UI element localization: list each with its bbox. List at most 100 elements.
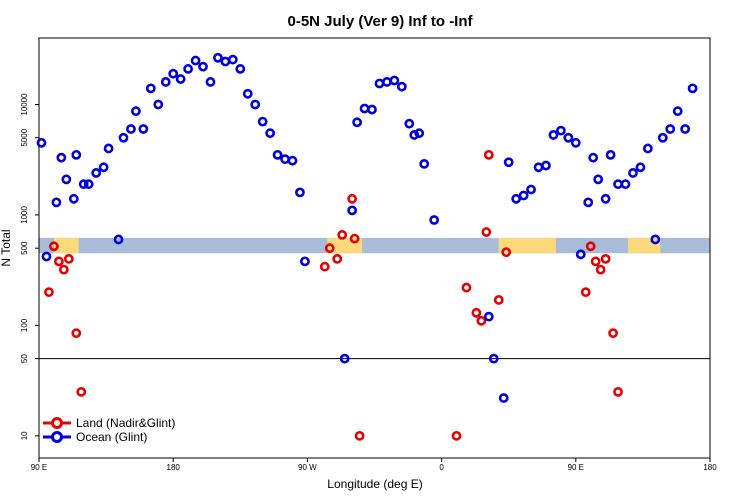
land-point [608, 328, 618, 339]
y-tick-label: 500 [20, 241, 29, 255]
ocean-point [628, 168, 638, 178]
y-tick-label: 5000 [20, 128, 29, 146]
x-tick-label: 90 W [298, 463, 317, 472]
ocean-point [160, 77, 171, 87]
land-point [585, 241, 596, 252]
land-point [337, 229, 348, 240]
ocean-point [339, 353, 350, 364]
ocean-point [295, 187, 305, 198]
ocean-point [183, 64, 194, 74]
legend-label-land: Land (Nadir&Glint) [76, 416, 175, 430]
ocean-point [98, 162, 109, 173]
ocean-point [36, 137, 47, 148]
ocean-point [257, 116, 268, 127]
y-tick-label: 100 [20, 318, 29, 332]
ocean-point [242, 88, 253, 99]
ocean-point [190, 55, 201, 66]
land-point [613, 386, 623, 397]
ocean-point [389, 75, 400, 86]
ocean-point [153, 99, 164, 110]
ocean-point [555, 125, 566, 136]
y-tick-label: 50 [20, 354, 29, 363]
ocean-point [570, 137, 581, 148]
land-point [481, 227, 492, 237]
land-point [471, 307, 482, 318]
ocean-point [51, 197, 62, 208]
ocean-point [575, 249, 586, 260]
ocean-point [533, 162, 544, 173]
ocean-point [272, 149, 283, 160]
ocean-point [414, 128, 425, 139]
data-points [36, 52, 698, 441]
ocean-point [600, 193, 611, 204]
legend-marker-land [51, 417, 63, 429]
ocean-point [665, 124, 676, 134]
ocean-point [382, 77, 392, 87]
land-point [332, 253, 343, 264]
land-point [76, 386, 87, 397]
y-axis-label: N Total [0, 229, 13, 266]
ocean-point [409, 130, 420, 140]
ocean-point [620, 179, 631, 190]
land-point [501, 247, 512, 258]
ocean-point [113, 234, 124, 245]
land-point [354, 430, 365, 441]
y-tick-label: 10 [20, 431, 29, 440]
ocean-point [352, 117, 363, 128]
x-tick-label: 180 [167, 463, 181, 472]
ocean-point [227, 54, 238, 65]
y-tick-label: 10000 [20, 93, 29, 116]
ocean-point [83, 179, 94, 190]
ocean-point [498, 393, 509, 403]
land-point [451, 430, 462, 441]
x-tick-label: 180 [703, 463, 717, 472]
land-segment [627, 237, 661, 254]
ocean-point [235, 64, 246, 74]
land-point [324, 243, 335, 254]
ocean-point [657, 132, 668, 143]
ocean-point [126, 124, 136, 134]
ocean-point [347, 205, 358, 216]
ocean-point [650, 234, 661, 245]
ocean-point [287, 155, 298, 166]
ocean-point [71, 149, 82, 160]
ocean-point [41, 251, 52, 262]
ocean-point [374, 78, 385, 89]
ocean-point [588, 152, 599, 163]
series-land [44, 149, 623, 441]
land-point [349, 233, 360, 244]
series-ocean [36, 52, 698, 403]
land-point [53, 256, 64, 267]
ocean-point [613, 179, 623, 190]
land-point [44, 287, 54, 298]
land-point [493, 295, 504, 305]
ocean-point [145, 83, 156, 94]
land-point [49, 241, 59, 252]
ocean-point [563, 132, 574, 143]
ocean-point [68, 193, 79, 204]
ocean-point [61, 174, 72, 185]
land-point [595, 264, 606, 275]
x-tick-label: 90 E [31, 463, 47, 472]
ocean-point [138, 124, 149, 134]
legend-label-ocean: Ocean (Glint) [76, 430, 147, 444]
ocean-point [503, 157, 514, 168]
ocean-point [367, 104, 377, 115]
land-point [590, 256, 601, 267]
x-tick-label: 90 E [568, 463, 584, 472]
ocean-point [359, 103, 370, 114]
ocean-point [103, 143, 114, 154]
legend-item-land: Land (Nadir&Glint) [43, 416, 175, 430]
ocean-point [687, 83, 698, 94]
ocean-point [131, 106, 141, 117]
land-point [476, 315, 487, 326]
ocean-point [605, 149, 616, 160]
ocean-point [483, 311, 494, 322]
ocean-point [642, 143, 653, 154]
ocean-point [488, 353, 499, 364]
ocean-point [56, 152, 67, 163]
land-point [58, 264, 69, 275]
ocean-point [168, 68, 179, 79]
land-point [319, 261, 330, 272]
x-tick-label: 0 [439, 463, 444, 472]
